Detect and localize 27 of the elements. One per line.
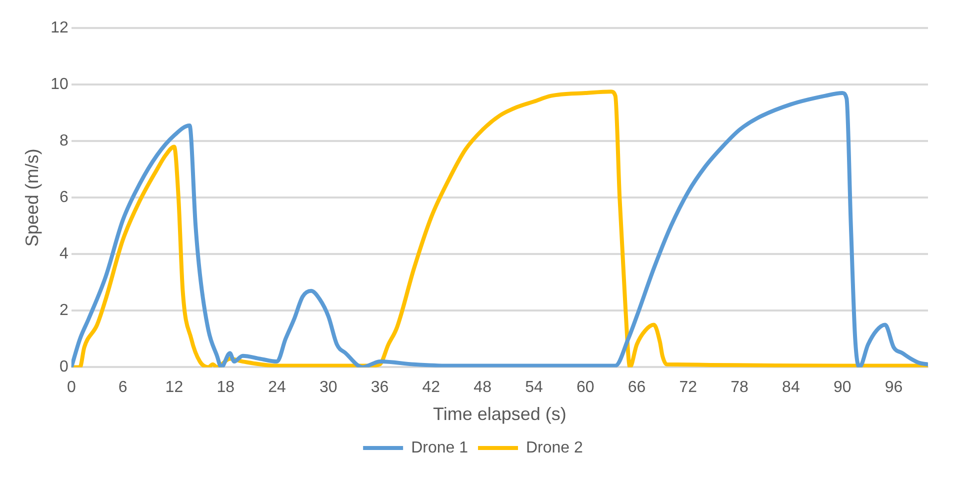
x-tick-label: 24 bbox=[268, 379, 286, 396]
x-tick-label: 18 bbox=[216, 379, 235, 396]
x-tick-label: 12 bbox=[165, 379, 184, 396]
x-tick-label: 60 bbox=[576, 379, 594, 396]
y-tick-label: 6 bbox=[59, 189, 68, 206]
x-tick-label: 90 bbox=[833, 379, 852, 396]
x-tick-label: 36 bbox=[370, 379, 389, 396]
legend-label: Drone 2 bbox=[526, 439, 584, 456]
y-tick-label: 2 bbox=[59, 302, 68, 320]
x-tick-label: 30 bbox=[319, 379, 338, 396]
legend-label: Drone 1 bbox=[411, 439, 468, 456]
x-tick-label: 42 bbox=[422, 379, 440, 396]
x-tick-label: 54 bbox=[525, 379, 543, 396]
y-tick-label: 12 bbox=[50, 19, 68, 36]
x-tick-label: 6 bbox=[118, 379, 128, 396]
y-tick-label: 8 bbox=[59, 132, 68, 150]
y-tick-label: 4 bbox=[59, 246, 68, 263]
y-tick-label: 10 bbox=[50, 76, 68, 93]
x-tick-label: 78 bbox=[730, 379, 749, 396]
x-tick-label: 96 bbox=[884, 379, 903, 396]
x-tick-label: 66 bbox=[628, 379, 646, 396]
y-tick-label: 0 bbox=[59, 358, 68, 376]
x-tick-label: 48 bbox=[474, 379, 492, 396]
x-tick-label: 84 bbox=[782, 379, 800, 396]
x-tick-label: 72 bbox=[679, 379, 698, 396]
y-axis-title: Speed (m/s) bbox=[22, 148, 42, 247]
x-axis-title: Time elapsed (s) bbox=[433, 404, 566, 424]
